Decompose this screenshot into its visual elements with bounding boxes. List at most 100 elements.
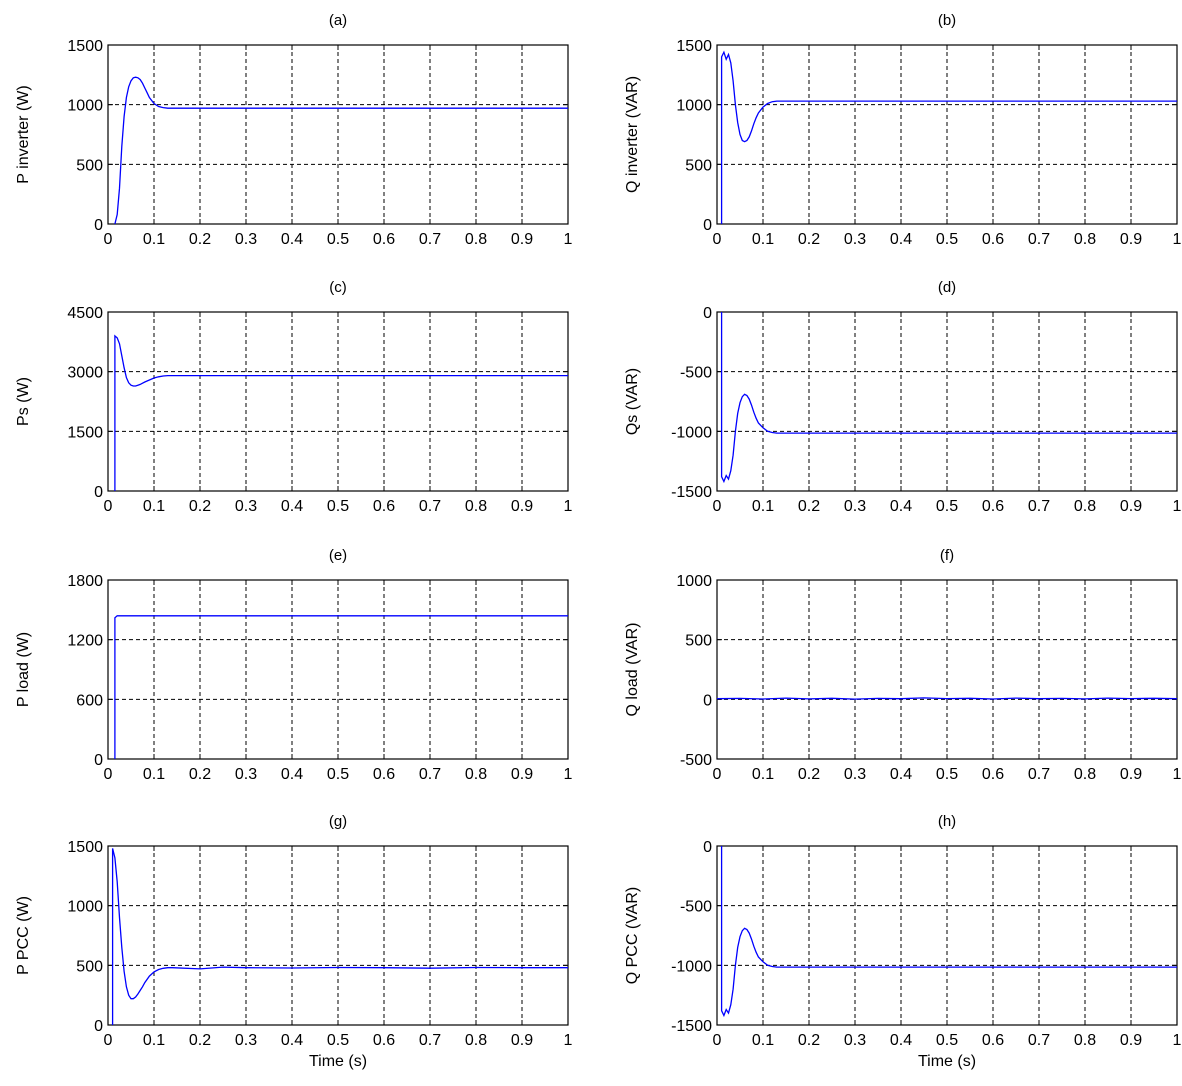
series-line	[716, 697, 1178, 700]
y-tick-label: -1500	[671, 484, 712, 501]
x-tick-label: 0.1	[752, 498, 774, 515]
y-tick-label: 500	[685, 633, 712, 650]
x-tick-label: 0.5	[327, 766, 349, 783]
y-tick-label: 0	[703, 692, 712, 709]
series-line	[114, 615, 568, 759]
x-tick-label: 0.8	[465, 498, 487, 515]
x-tick-label: 0.3	[235, 231, 257, 248]
subplot-title: (c)	[329, 279, 347, 296]
x-tick-label: 1	[564, 231, 573, 248]
series-line	[111, 848, 568, 1025]
y-tick-label: 0	[94, 752, 103, 769]
x-tick-label: 0.8	[465, 766, 487, 783]
x-tick-label: 0.7	[419, 766, 441, 783]
x-tick-label: 0.7	[1028, 766, 1050, 783]
x-tick-label: 0.1	[752, 1032, 774, 1049]
x-tick-label: 0.4	[890, 231, 912, 248]
x-tick-label: 0.2	[798, 498, 820, 515]
x-tick-label: 0.4	[281, 498, 303, 515]
x-tick-label: 0	[104, 498, 113, 515]
x-tick-label: 0.9	[1120, 1032, 1142, 1049]
y-tick-label: 0	[703, 305, 712, 322]
y-tick-label: -1000	[671, 958, 712, 975]
x-tick-label: 0.5	[327, 498, 349, 515]
x-tick-label: 0	[713, 231, 722, 248]
y-tick-label: 0	[94, 1018, 103, 1035]
subplot-title: (g)	[329, 813, 347, 830]
x-tick-label: 1	[1173, 1032, 1182, 1049]
x-tick-label: 0.6	[982, 1032, 1004, 1049]
x-tick-label: 0.6	[982, 498, 1004, 515]
subplot-title: (h)	[938, 813, 956, 830]
y-tick-label: -500	[680, 752, 712, 769]
y-axis-label: Ps (W)	[15, 377, 32, 426]
x-tick-label: 0	[713, 1032, 722, 1049]
x-tick-label: 0	[104, 1032, 113, 1049]
x-tick-label: 0.1	[143, 231, 165, 248]
x-tick-label: 0	[104, 231, 113, 248]
x-tick-label: 0	[104, 766, 113, 783]
x-tick-label: 0.7	[1028, 498, 1050, 515]
subplot-d: 0 0.1 0.2 0.3 0.4 0.5 0.6 0.7 0.8 0.9 1 -1500 -1000 -…	[624, 279, 1182, 515]
x-tick-label: 0.3	[844, 766, 866, 783]
x-tick-label: 0	[713, 766, 722, 783]
x-tick-label: 0.4	[890, 1032, 912, 1049]
x-tick-label: 0.9	[511, 498, 533, 515]
x-tick-label: 0.5	[936, 766, 958, 783]
x-tick-label: 0.3	[235, 498, 257, 515]
x-tick-label: 0.7	[1028, 231, 1050, 248]
y-axis-label: P inverter (W)	[15, 85, 32, 183]
subplot-title: (e)	[329, 547, 347, 564]
y-tick-label: 1500	[676, 38, 712, 55]
x-tick-label: 1	[1173, 766, 1182, 783]
y-tick-label: 1500	[67, 839, 103, 856]
x-tick-label: 0.5	[327, 231, 349, 248]
x-tick-label: 1	[1173, 498, 1182, 515]
x-tick-label: 0.9	[511, 766, 533, 783]
x-tick-label: 0.6	[982, 766, 1004, 783]
x-tick-label: 1	[564, 766, 573, 783]
x-tick-label: 1	[564, 498, 573, 515]
plot-area	[107, 311, 569, 492]
x-tick-label: 0.4	[890, 498, 912, 515]
x-tick-label: 0.5	[936, 231, 958, 248]
y-tick-label: 1000	[67, 899, 103, 916]
y-tick-label: -500	[680, 365, 712, 382]
series-line	[720, 50, 1177, 224]
x-tick-label: 0.3	[844, 498, 866, 515]
y-tick-label: 1800	[67, 573, 103, 590]
plot-area	[716, 44, 1178, 225]
x-tick-label: 1	[1173, 231, 1182, 248]
x-tick-label: 0.1	[752, 766, 774, 783]
plot-area	[716, 845, 1178, 1026]
y-tick-label: 1200	[67, 633, 103, 650]
x-tick-label: 0.8	[1074, 231, 1096, 248]
x-tick-label: 0.2	[798, 1032, 820, 1049]
plot-area	[716, 579, 1178, 760]
subplot-c: 0 0.1 0.2 0.3 0.4 0.5 0.6 0.7 0.8 0.9 1 0 1500 3000 45…	[15, 279, 573, 515]
subplot-g: 0 0.1 0.2 0.3 0.4 0.5 0.6 0.7 0.8 0.9 1 0 500 1000 150…	[15, 813, 573, 1070]
x-axis-label: Time (s)	[309, 1053, 367, 1070]
y-tick-label: 500	[76, 958, 103, 975]
x-axis-label: Time (s)	[918, 1053, 976, 1070]
series-line	[114, 76, 568, 225]
y-tick-label: 500	[685, 157, 712, 174]
subplot-e: 0 0.1 0.2 0.3 0.4 0.5 0.6 0.7 0.8 0.9 1 0 600 1200 180…	[15, 547, 573, 783]
subplot-h: 0 0.1 0.2 0.3 0.4 0.5 0.6 0.7 0.8 0.9 1 -1500 -1000 -…	[624, 813, 1182, 1070]
x-tick-label: 0.6	[373, 498, 395, 515]
subplot-title: (a)	[329, 12, 347, 29]
y-tick-label: -1500	[671, 1018, 712, 1035]
y-tick-label: 1000	[676, 573, 712, 590]
x-tick-label: 0.6	[982, 231, 1004, 248]
x-tick-label: 0.9	[511, 1032, 533, 1049]
x-tick-label: 0.9	[1120, 766, 1142, 783]
x-tick-label: 0.2	[189, 766, 211, 783]
x-tick-label: 0.8	[1074, 1032, 1096, 1049]
y-tick-label: 3000	[67, 365, 103, 382]
plot-area	[716, 311, 1178, 492]
y-tick-label: 0	[94, 484, 103, 501]
x-tick-label: 0.6	[373, 1032, 395, 1049]
x-tick-label: 0.5	[327, 1032, 349, 1049]
x-tick-label: 0.7	[419, 1032, 441, 1049]
y-axis-label: P load (W)	[15, 632, 32, 707]
